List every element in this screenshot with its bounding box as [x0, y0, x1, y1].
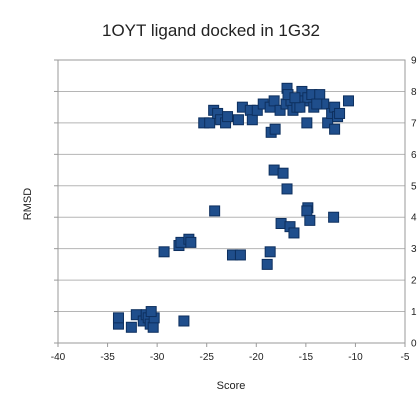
data-point	[294, 101, 306, 113]
y-tick-label: 1	[411, 307, 417, 318]
data-point	[234, 249, 246, 261]
plot-area	[57, 59, 406, 344]
data-point	[264, 246, 276, 258]
data-point	[232, 114, 244, 126]
data-point	[334, 107, 346, 119]
y-axis: 0 1 2 3 4 5 6 7 8 9	[54, 56, 417, 350]
data-point	[251, 104, 263, 116]
data-point	[147, 321, 159, 333]
data-point	[178, 315, 190, 327]
x-tick-label: -15	[299, 352, 314, 363]
data-series	[112, 82, 354, 333]
y-axis-label: RMSD	[22, 188, 34, 220]
data-point	[301, 205, 313, 217]
data-point	[328, 211, 340, 223]
data-point	[314, 89, 326, 101]
data-point	[125, 321, 137, 333]
y-tick-label: 5	[411, 181, 417, 192]
data-point	[288, 227, 300, 239]
data-point	[277, 167, 289, 179]
data-point	[281, 183, 293, 195]
y-tick-label: 3	[411, 244, 417, 255]
y-tick-label: 6	[411, 150, 417, 161]
x-tick-label: -5	[401, 352, 410, 363]
chart-title: 1OYT ligand docked in 1G32	[102, 21, 320, 40]
y-tick-label: 0	[411, 339, 417, 350]
x-tick-label: -25	[199, 352, 214, 363]
data-point	[261, 258, 273, 270]
data-point	[112, 312, 124, 324]
data-point	[269, 123, 281, 135]
data-point	[222, 111, 234, 123]
data-point	[311, 98, 323, 110]
y-tick-label: 8	[411, 87, 417, 98]
x-tick-label: -10	[348, 352, 363, 363]
y-tick-label: 7	[411, 118, 417, 129]
x-axis: -40 -35 -30 -25 -20 -15 -10 -5	[51, 343, 410, 363]
data-point	[289, 92, 301, 104]
x-tick-label: -40	[51, 352, 66, 363]
data-point	[209, 205, 221, 217]
data-point	[342, 95, 354, 107]
x-tick-label: -20	[249, 352, 264, 363]
x-tick-label: -35	[100, 352, 115, 363]
data-point	[158, 246, 170, 258]
data-point	[274, 104, 286, 116]
x-axis-label: Score	[217, 380, 246, 392]
y-tick-label: 9	[411, 56, 417, 67]
data-point	[329, 123, 341, 135]
data-point	[204, 117, 216, 129]
data-point	[268, 95, 280, 107]
y-tick-label: 2	[411, 276, 417, 287]
data-point	[301, 117, 313, 129]
data-point	[246, 114, 258, 126]
data-point	[304, 214, 316, 226]
x-tick-label: -30	[150, 352, 165, 363]
data-point	[145, 306, 157, 318]
y-tick-label: 4	[411, 213, 417, 224]
data-point	[185, 236, 197, 248]
